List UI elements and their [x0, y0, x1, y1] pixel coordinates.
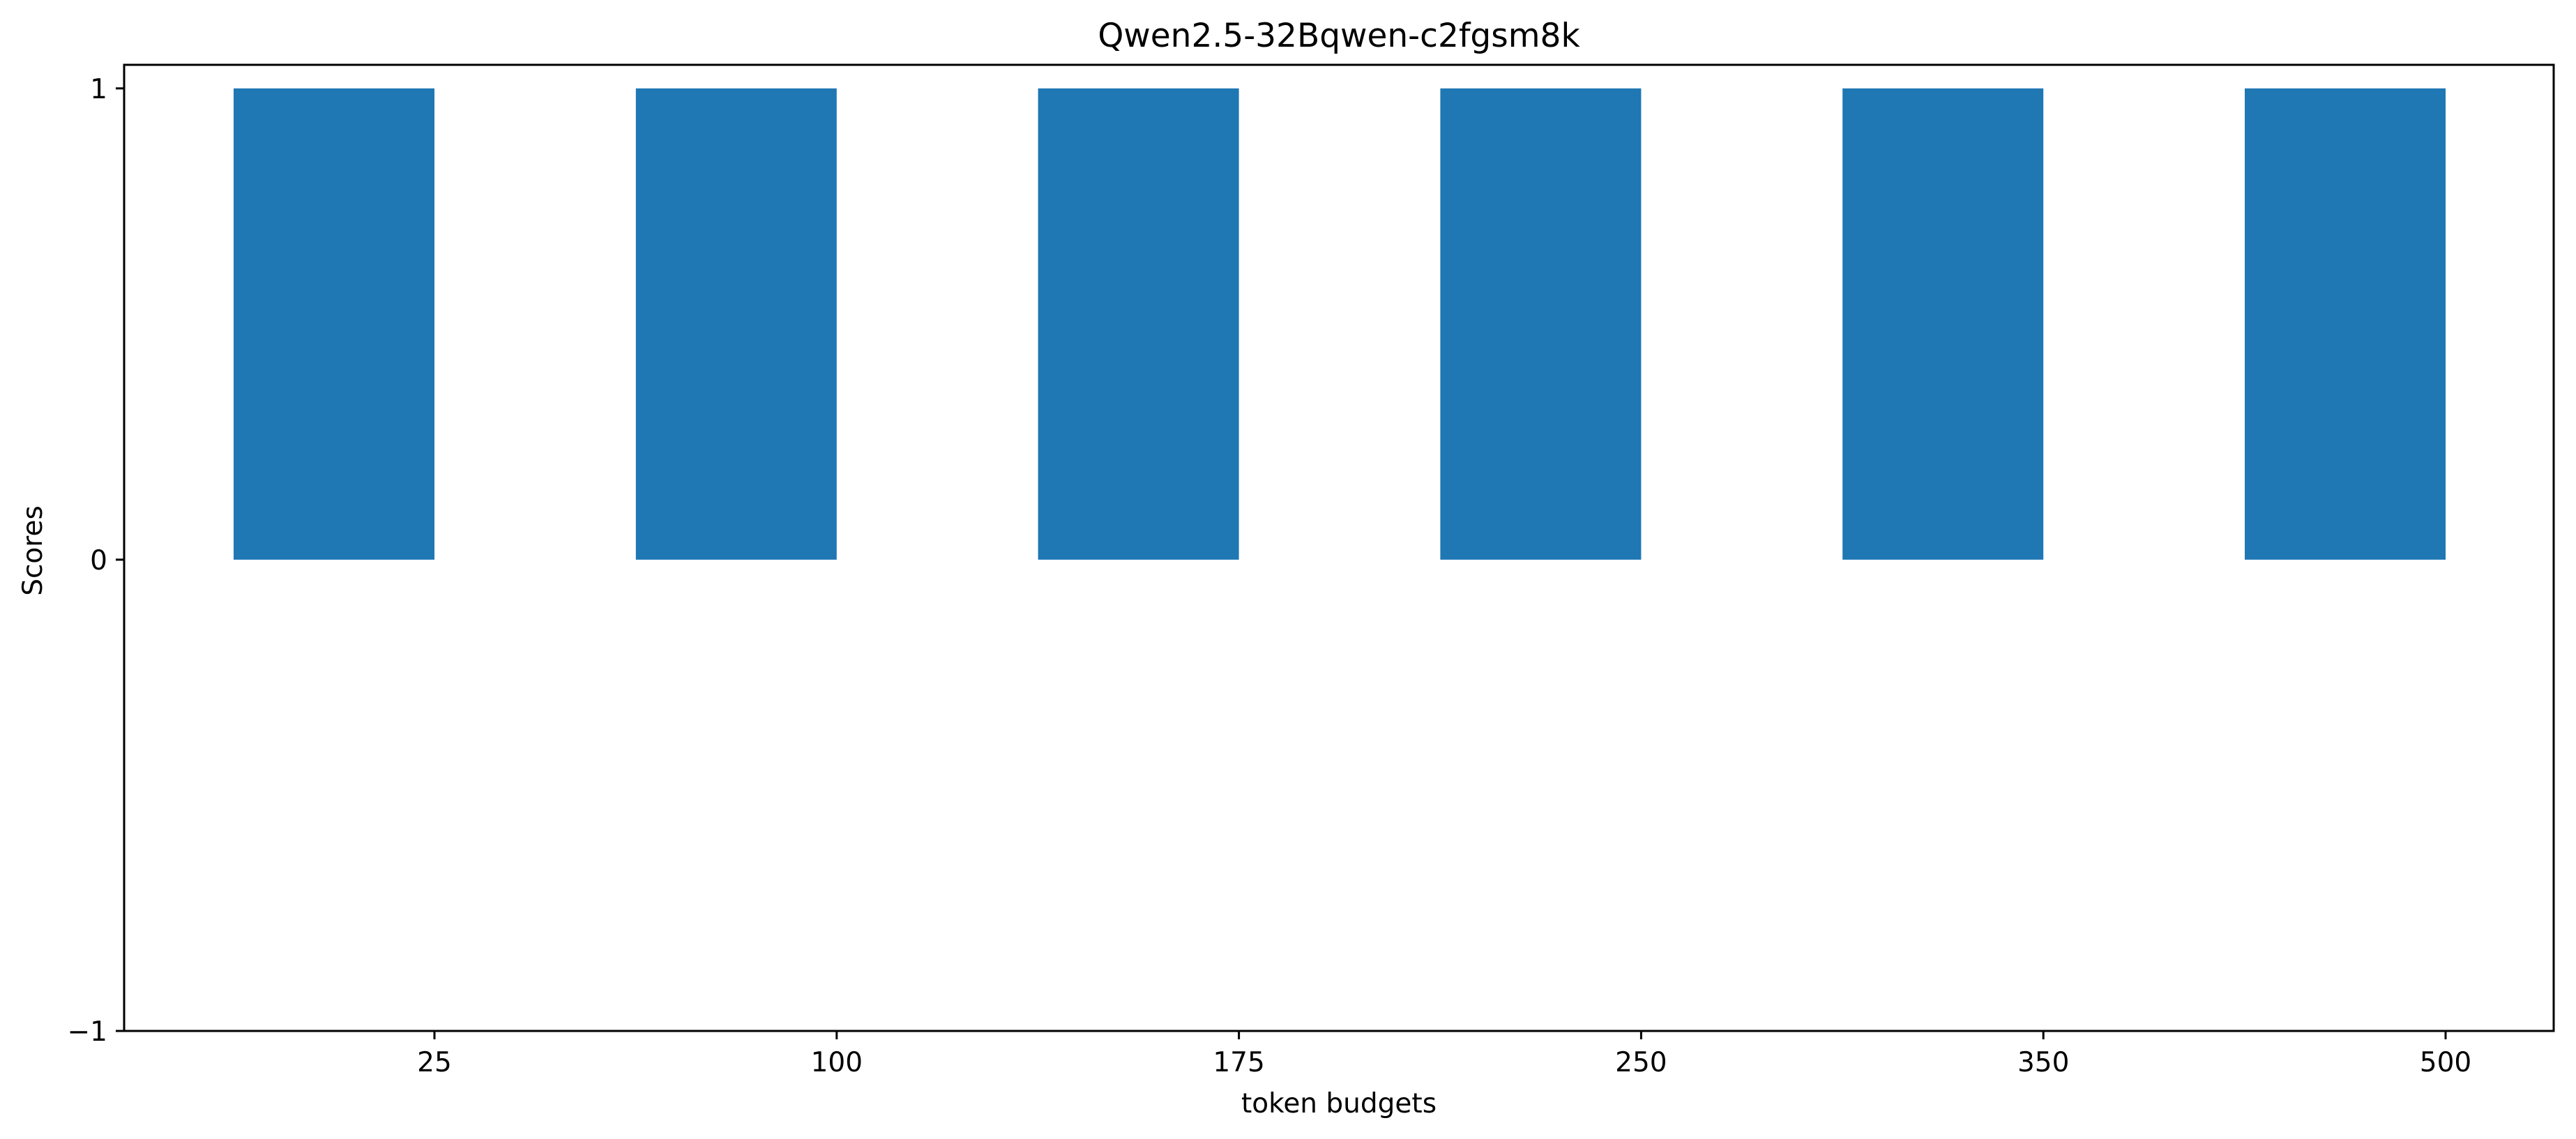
x-tick-label: 350	[2017, 1047, 2069, 1078]
y-tick-label: −1	[68, 1016, 108, 1048]
x-tick-label: 500	[2420, 1047, 2471, 1078]
bar-500	[2245, 88, 2446, 560]
bar-175	[1038, 88, 1239, 560]
bar-100	[635, 88, 837, 560]
bar-25	[234, 88, 434, 560]
x-tick-label: 250	[1615, 1047, 1667, 1078]
plot-area-frame	[123, 63, 2555, 1032]
x-tick-label: 100	[811, 1047, 863, 1078]
bars-layer	[234, 88, 2446, 560]
y-axis-label: Scores	[17, 505, 49, 596]
x-axis: 25 100 175 250 350 500	[417, 1031, 2471, 1078]
bar-250	[1440, 88, 1642, 560]
x-tick-label: 175	[1213, 1047, 1264, 1078]
x-axis-label: token budgets	[1241, 1088, 1437, 1119]
bar-350	[1842, 88, 2044, 560]
y-tick-label: 0	[90, 545, 107, 576]
chart-title: Qwen2.5-32Bqwen-c2fgsm8k	[1098, 17, 1580, 55]
y-tick-label: 1	[90, 74, 107, 105]
x-tick-label: 25	[417, 1047, 452, 1078]
y-axis: −1 0 1	[68, 74, 124, 1048]
